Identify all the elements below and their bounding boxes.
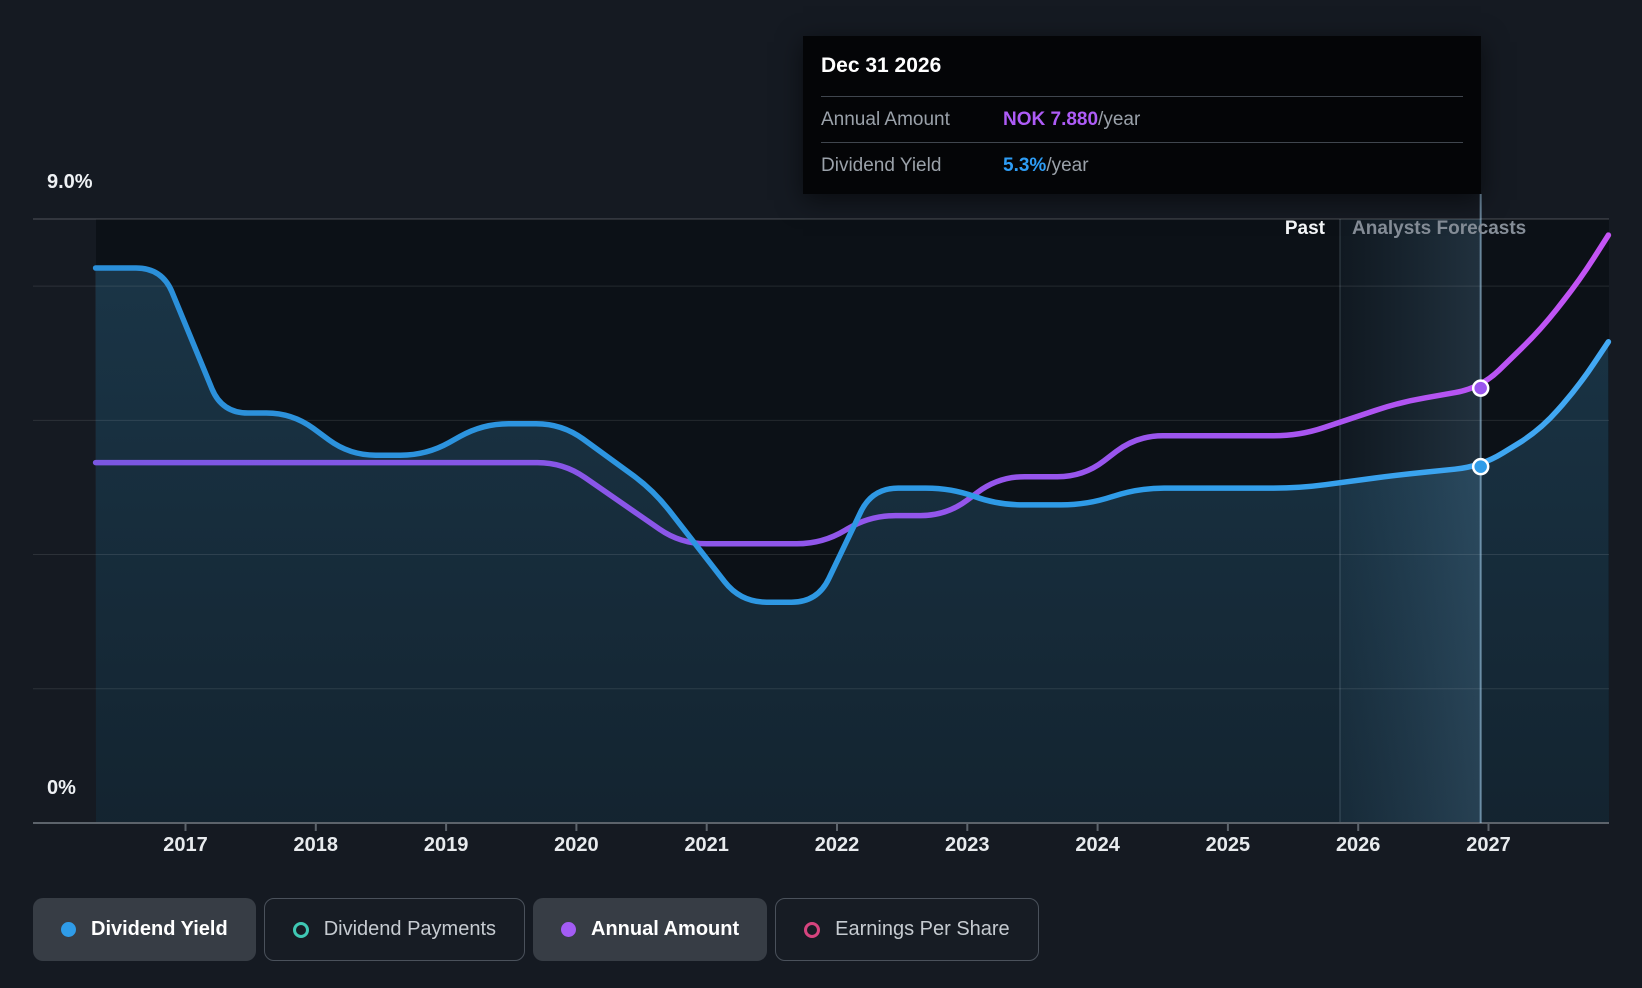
tooltip-value-dividend-yield: 5.3% [1003, 154, 1047, 176]
legend-label: Dividend Payments [323, 918, 497, 940]
legend-earnings-per-share-button[interactable]: Earnings Per Share [775, 898, 1039, 961]
past-label: Past [1284, 218, 1325, 239]
tooltip: Dec 31 2026 Annual Amount NOK 7.880/year… [803, 36, 1481, 194]
tooltip-row-dividend-yield: Dividend Yield 5.3%/year [821, 142, 1463, 188]
x-axis-label-2025: 2025 [1205, 834, 1251, 856]
legend: Dividend Yield Dividend Payments Annual … [33, 898, 1039, 961]
legend-dividend-yield-button[interactable]: Dividend Yield [33, 898, 256, 961]
x-axis-label-2022: 2022 [814, 834, 860, 856]
tooltip-row-annual-amount: Annual Amount NOK 7.880/year [821, 96, 1463, 142]
dividend-yield-dot-icon [61, 922, 76, 937]
legend-label: Dividend Yield [91, 918, 228, 940]
tooltip-suffix: /year [1098, 108, 1141, 130]
analysts-forecasts-label: Analysts Forecasts [1352, 218, 1527, 239]
x-axis-label-2017: 2017 [163, 834, 208, 856]
x-axis-label-2024: 2024 [1075, 834, 1120, 856]
earnings-per-share-ring-icon [804, 921, 821, 938]
x-axis-label-2027: 2027 [1466, 834, 1511, 856]
tooltip-label: Dividend Yield [821, 154, 942, 176]
dividend-payments-ring-icon [292, 921, 309, 938]
x-axis-label-2021: 2021 [684, 834, 729, 856]
x-axis-label-2019: 2019 [423, 834, 469, 856]
tooltip-date: Dec 31 2026 [821, 54, 942, 77]
tooltip-suffix: /year [1046, 154, 1089, 176]
x-axis-label-2026: 2026 [1335, 834, 1381, 856]
y-axis-label-zero: 0% [47, 777, 76, 799]
x-axis-label-2023: 2023 [945, 834, 990, 856]
tooltip-value-annual-amount: NOK 7.880 [1003, 108, 1099, 130]
legend-annual-amount-button[interactable]: Annual Amount [533, 898, 768, 961]
legend-dividend-payments-button[interactable]: Dividend Payments [263, 898, 526, 961]
x-axis-label-2018: 2018 [293, 834, 339, 856]
annual-amount-dot-icon [561, 922, 577, 937]
legend-label: Annual Amount [591, 918, 740, 940]
x-axis-label-2020: 2020 [554, 834, 599, 856]
y-axis-label-top: 9.0% [47, 171, 93, 193]
legend-label: Earnings Per Share [835, 918, 1010, 940]
tooltip-label: Annual Amount [821, 108, 950, 130]
